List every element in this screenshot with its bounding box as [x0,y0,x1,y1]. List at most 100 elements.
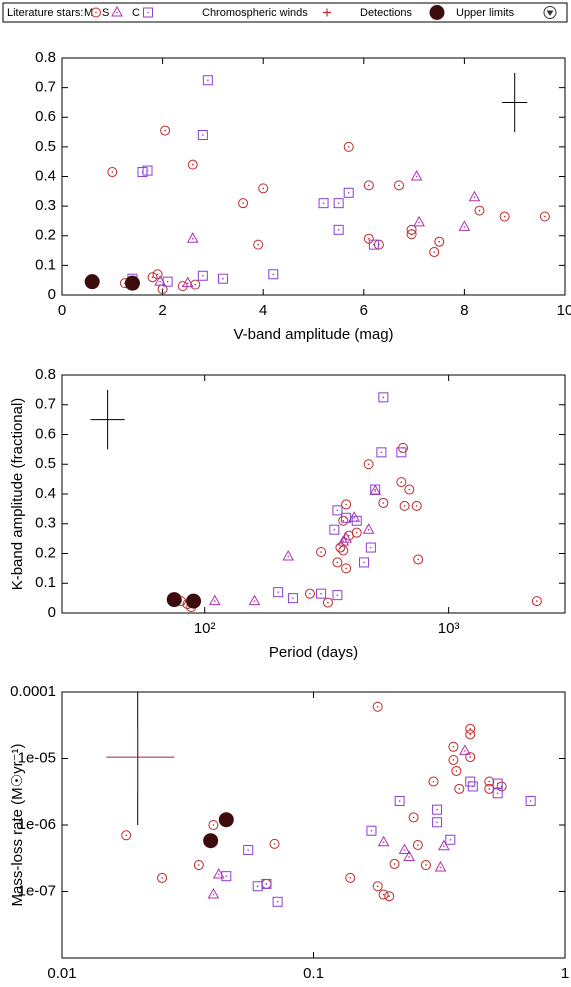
y-tick-label: 1e-05 [18,749,56,766]
point-s [207,888,220,899]
point-center [388,895,391,897]
point-center [337,202,340,204]
point-center [336,594,339,596]
point-center [166,280,169,283]
point-m [448,754,459,765]
point-c [143,7,153,18]
point-center [116,11,118,14]
point-m [451,765,462,776]
point-center [194,283,197,286]
y-tick-label: 0.6 [35,108,56,125]
legend-label: Chromospheric winds [202,7,308,19]
point-center [496,792,499,795]
point-m [389,858,400,869]
point-m [152,269,163,280]
point-m [363,180,374,191]
point-c [261,878,272,889]
point-center [452,745,455,748]
legend-label: Detections [360,7,412,19]
plot-frame [61,374,566,614]
point-m [411,500,422,511]
point-c [525,795,536,806]
point-c [202,75,213,86]
point-center [336,509,339,512]
x-axis-label: V-band amplitude (mag) [233,326,393,343]
point-c [378,392,389,403]
point-m [465,729,476,740]
point-limit [543,6,557,19]
point-m [378,889,389,900]
y-tick-label: 0.5 [35,455,56,472]
point-c [432,804,443,815]
point-center [496,782,499,785]
point-c [370,484,381,495]
point-center [376,885,379,888]
point-center [536,600,538,602]
point-c [343,187,354,198]
point-m [434,236,445,247]
point-m [147,272,158,283]
point-center [417,558,419,561]
point-m [338,545,349,556]
point-center [478,209,481,212]
point-plus [323,8,331,17]
point-m [341,499,352,510]
point-m [406,229,417,240]
point-m [378,497,389,508]
y-tick-label: 0.5 [35,138,56,155]
point-center [212,824,215,826]
point-center [393,863,396,865]
point-m [408,812,419,823]
point-center [415,505,418,507]
point-c [366,825,377,836]
point-center [95,11,97,14]
point-s [340,532,352,543]
point-center [213,600,216,602]
point-center [376,705,379,708]
point-m [177,281,188,292]
point-center [449,838,452,841]
point-center [488,780,491,783]
point-s [459,744,471,755]
point-center [473,196,476,199]
y-tick-label: 0.8 [35,49,56,66]
point-center [257,243,259,246]
point-c [333,224,344,235]
x-tick-label: 4 [259,302,267,319]
y-axis-label: K-band amplitude (fractional) [9,398,26,591]
point-s [377,835,390,847]
point-c [137,167,148,178]
point-m [345,872,356,883]
point-center [374,488,376,491]
point-c [316,588,327,599]
point-center [159,280,161,283]
point-center [488,788,491,790]
point-center [345,567,347,570]
point-m [341,563,352,574]
point-center [147,11,149,14]
point-center [432,780,435,783]
point-m [351,527,362,538]
point-m [269,838,280,849]
point-center [202,134,204,136]
point-center [368,184,370,187]
point-s [186,232,199,243]
x-tick-label: 8 [460,302,468,319]
point-center [503,215,506,218]
point-center [151,276,154,279]
y-tick-label: 0 [48,604,56,621]
point-center [347,146,350,148]
point-center [400,451,403,454]
point-m [238,198,249,209]
point-m [531,596,542,607]
point-center [400,481,403,483]
point-center [374,490,376,492]
point-s [348,511,361,522]
point-m [208,820,219,830]
point-m [496,781,507,792]
point-c [332,590,343,601]
point-c [329,524,340,535]
point-m [363,233,374,244]
